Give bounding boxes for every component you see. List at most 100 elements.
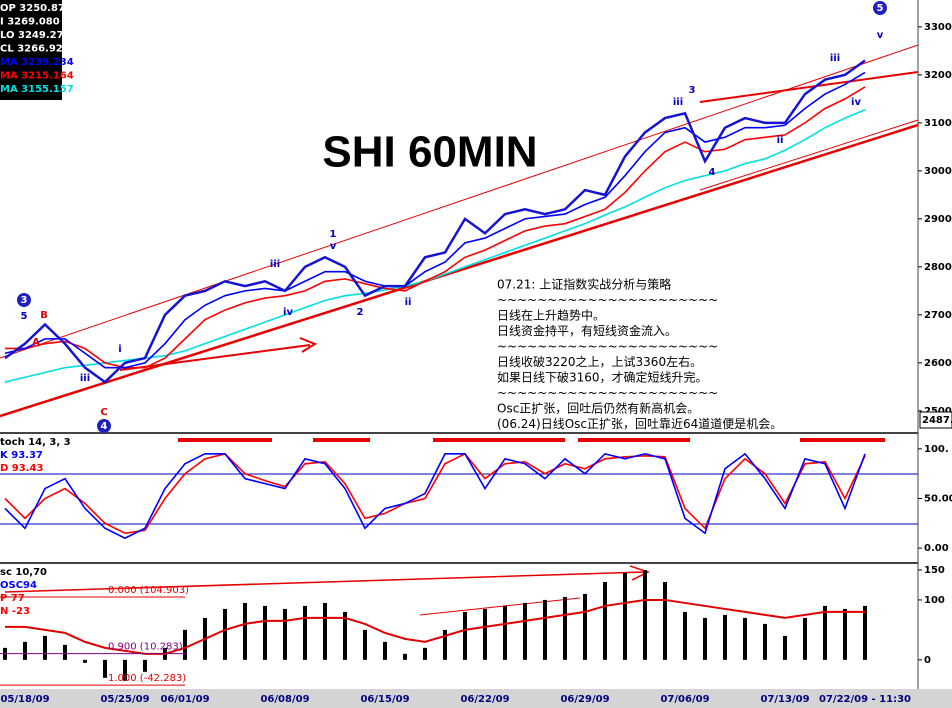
osc-bar [743, 617, 747, 660]
legend-box [0, 0, 62, 100]
legend-entry: OP 3250.870 [0, 3, 72, 14]
panel-header: sc 10,70 [0, 567, 47, 578]
wave-circle [17, 293, 31, 307]
osc-bar [463, 611, 467, 660]
x-tick-label: 07/22/09 - 11:30 [819, 694, 911, 705]
osc-bar [503, 605, 507, 660]
x-tick-label: 07/06/09 [660, 694, 709, 705]
osc-bar [663, 581, 667, 660]
panel-header: D 93.43 [0, 463, 43, 474]
osc-bar [223, 608, 227, 660]
wave-label: 4 [101, 421, 108, 432]
x-axis-strip [0, 689, 952, 708]
last-value-box [919, 411, 952, 429]
trend-line [699, 71, 919, 103]
osc-bar [303, 605, 307, 660]
osc-bar [123, 659, 127, 681]
osc-bar [103, 659, 107, 678]
wave-label: iv [851, 97, 861, 108]
osc-bar [643, 569, 647, 660]
x-tick-label: 06/22/09 [460, 694, 509, 705]
y-tick-label: 150 [924, 565, 945, 576]
osc-bar [63, 644, 67, 660]
osc-bar [383, 641, 387, 660]
osc-bar [683, 611, 687, 660]
level-label: 0.900 (10.283) [108, 642, 183, 653]
arrow-line [4, 571, 646, 593]
osc-bar [843, 608, 847, 660]
wave-circle [97, 419, 111, 433]
series-line [4, 452, 866, 540]
y-tick-label: 0.00 [924, 543, 949, 554]
wave-label: iii [673, 97, 683, 108]
wave-label: iii [80, 373, 90, 384]
y-tick-label: 100. [924, 444, 949, 455]
arrow-line [419, 597, 581, 616]
wave-label: iii [270, 259, 280, 270]
wave-label: v [330, 241, 337, 252]
osc-bar [363, 629, 367, 660]
osc-bar [43, 635, 47, 660]
osc-bar [863, 605, 867, 660]
osc-bar [183, 629, 187, 660]
y-tick-label: 3300. [924, 22, 952, 33]
annotation-line: ~~~~~~~~~~~~~~~~~~~~~~ [497, 386, 718, 400]
chart-title: SHI 60MIN [322, 128, 537, 177]
legend-entry: CL 3266.920 [0, 44, 70, 55]
wave-label: B [40, 310, 48, 321]
arrow-head [299, 337, 318, 353]
osc-bar [803, 617, 807, 660]
annotation-line: ~~~~~~~~~~~~~~~~~~~~~~ [497, 293, 718, 307]
x-tick-label: 06/01/09 [160, 694, 209, 705]
wave-label: 2 [357, 307, 364, 318]
y-tick-label: 2500. [924, 406, 952, 417]
annotation-line: 07.21: 上证指数实战分析与策略 [497, 277, 671, 292]
osc-bar [523, 602, 527, 660]
y-tick-label: 100 [924, 595, 945, 606]
y-tick-label: 2800. [924, 262, 952, 273]
panel-header: K 93.37 [0, 450, 43, 461]
level-label: 1.000 (-42.283) [108, 673, 186, 684]
arrow-line [119, 344, 311, 371]
osc-bar [603, 581, 607, 660]
osc-bar [723, 614, 727, 660]
x-tick-label: 05/25/09 [100, 694, 149, 705]
level-label: 0.000 (104.903) [108, 585, 189, 596]
wave-label: iv [283, 307, 293, 318]
series-line [5, 86, 866, 369]
panel-header: OSC94 [0, 580, 37, 591]
x-tick-label: 06/15/09 [360, 694, 409, 705]
trend-line [0, 44, 919, 359]
legend-entry: MA 3215.164 [0, 71, 74, 82]
wave-label: 5 [21, 311, 28, 322]
wave-label: v [877, 30, 884, 41]
y-tick-label: 50.00 [924, 493, 952, 504]
panel-header: P 77 [0, 593, 25, 604]
osc-bar [403, 653, 407, 660]
y-tick-label: 2700. [924, 310, 952, 321]
legend-entry: I 3269.080 [0, 17, 60, 28]
wave-label: ii [405, 297, 412, 308]
osc-bar [443, 629, 447, 660]
wave-label: 5 [877, 3, 884, 14]
osc-bar [83, 659, 87, 663]
osc-bar [583, 593, 587, 660]
y-tick-label: 3100. [924, 118, 952, 129]
osc-bar [823, 605, 827, 660]
osc-bar [283, 608, 287, 660]
y-tick-label: 0 [924, 655, 931, 666]
osc-bar [143, 659, 147, 672]
osc-bar [483, 608, 487, 660]
annotation-line: Osc正扩张，回吐后仍然有新高机会。 [497, 401, 699, 416]
panel-header: toch 14, 3, 3 [0, 437, 71, 448]
trend-line [0, 123, 919, 418]
annotation-line: (06.24)日线Osc正扩张，回吐靠近64道道便是机会。 [497, 417, 782, 431]
osc-bar [343, 611, 347, 660]
osc-bar [763, 623, 767, 660]
legend-entry: LO 3249.270 [0, 30, 71, 41]
wave-label: 3 [21, 295, 28, 306]
annotation-line: 日线资金持平，有短线资金流入。 [497, 323, 677, 338]
osc-bar [783, 635, 787, 660]
wave-circle [873, 1, 887, 15]
